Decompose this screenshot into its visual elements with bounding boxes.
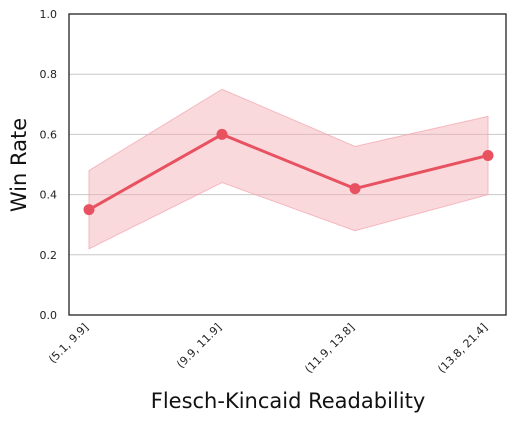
y-tick-label: 0.6: [40, 128, 58, 141]
series-line: [88, 132, 489, 211]
gridlines: [69, 73, 506, 256]
confidence-band: [88, 88, 489, 250]
data-point: [482, 149, 494, 161]
plot-frame: [68, 13, 507, 316]
y-axis-ticks: 0.0 0.2 0.4 0.6 0.8 1.0: [40, 8, 58, 322]
y-tick-label: 1.0: [40, 8, 58, 21]
y-tick-label: 0.0: [40, 309, 58, 322]
confidence-band-layer: [88, 88, 489, 250]
x-axis-ticks: (5.1, 9.9] (9.9, 11.9] (11.9, 13.8] (13.8, …: [46, 321, 490, 376]
x-tick-label: (13.8, 21.4]: [435, 321, 490, 376]
series-line-layer: [88, 132, 489, 211]
data-point: [216, 128, 228, 140]
data-point: [349, 183, 361, 195]
x-tick-label: (5.1, 9.9]: [46, 321, 91, 366]
data-point: [83, 204, 95, 216]
x-tick-label: (11.9, 13.8]: [302, 321, 357, 376]
data-points: [83, 128, 494, 216]
y-tick-label: 0.2: [40, 249, 58, 262]
x-tick-label: (9.9, 11.9]: [174, 321, 224, 371]
y-tick-label: 0.4: [40, 189, 58, 202]
y-axis-title: Win Rate: [7, 118, 31, 212]
x-axis-title: Flesch-Kincaid Readability: [151, 389, 426, 413]
y-tick-label: 0.8: [40, 68, 58, 81]
